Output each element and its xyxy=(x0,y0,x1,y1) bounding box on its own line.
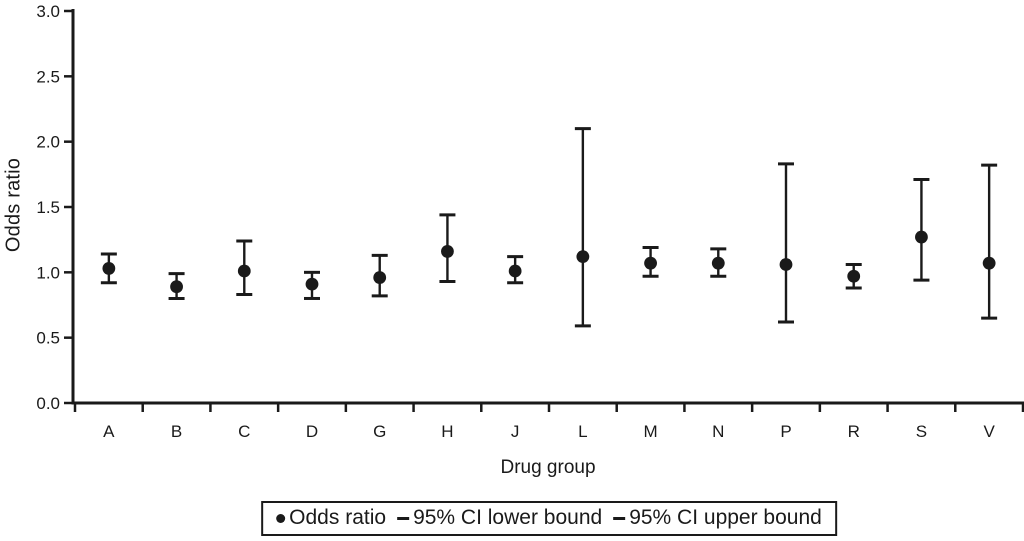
category-label: P xyxy=(780,422,791,441)
legend-item-ci-upper: 95% CI upper bound xyxy=(613,506,822,530)
legend-label-odds-ratio: Odds ratio xyxy=(289,506,387,529)
odds-ratio-point xyxy=(170,280,183,294)
y-tick-label: 2.5 xyxy=(36,67,60,86)
legend-box: Odds ratio 95% CI lower bound 95% CI upp… xyxy=(261,501,837,536)
category-label: N xyxy=(712,422,724,441)
legend-item-ci-lower: 95% CI lower bound xyxy=(397,506,602,530)
y-tick-label: 0.5 xyxy=(36,329,60,348)
category-label: C xyxy=(238,422,250,441)
legend-item-odds-ratio: Odds ratio xyxy=(276,506,386,530)
y-tick-label: 3.0 xyxy=(36,2,60,21)
legend-label-ci-upper: 95% CI upper bound xyxy=(629,506,822,529)
odds-ratio-point xyxy=(915,230,928,244)
category-label: R xyxy=(848,422,860,441)
odds-ratio-point xyxy=(779,258,793,271)
ci-upper-dash-icon xyxy=(613,516,626,520)
odds-ratio-point xyxy=(847,269,861,283)
y-tick-label: 2.0 xyxy=(36,133,60,152)
category-label: S xyxy=(916,422,927,441)
odds-ratio-point xyxy=(711,256,725,270)
y-tick-label: 1.0 xyxy=(36,263,60,282)
category-label: D xyxy=(306,422,318,441)
category-label: B xyxy=(171,422,182,441)
category-label: V xyxy=(983,422,995,441)
ci-lower-dash-icon xyxy=(397,516,410,520)
odds-ratio-point xyxy=(441,245,454,258)
odds-ratio-point xyxy=(373,271,387,284)
category-label: H xyxy=(441,422,453,441)
odds-ratio-point xyxy=(305,277,319,291)
odds-ratio-point xyxy=(102,262,116,275)
category-label: J xyxy=(511,422,520,441)
odds-ratio-point xyxy=(644,256,657,270)
y-axis-title: Odds ratio xyxy=(2,157,25,253)
odds-ratio-point xyxy=(508,264,522,278)
odds-ratio-dot-icon xyxy=(276,513,286,523)
category-label: G xyxy=(373,422,386,441)
category-label: L xyxy=(578,422,587,441)
odds-ratio-point xyxy=(576,250,590,264)
legend-label-ci-lower: 95% CI lower bound xyxy=(413,506,603,529)
y-tick-label: 0.0 xyxy=(36,394,60,413)
category-label: A xyxy=(103,422,115,441)
x-axis-title: Drug group xyxy=(500,457,596,478)
odds-ratio-point xyxy=(982,256,996,270)
y-tick-label: 1.5 xyxy=(36,198,60,217)
odds-ratio-point xyxy=(237,264,251,278)
category-label: M xyxy=(643,422,657,441)
